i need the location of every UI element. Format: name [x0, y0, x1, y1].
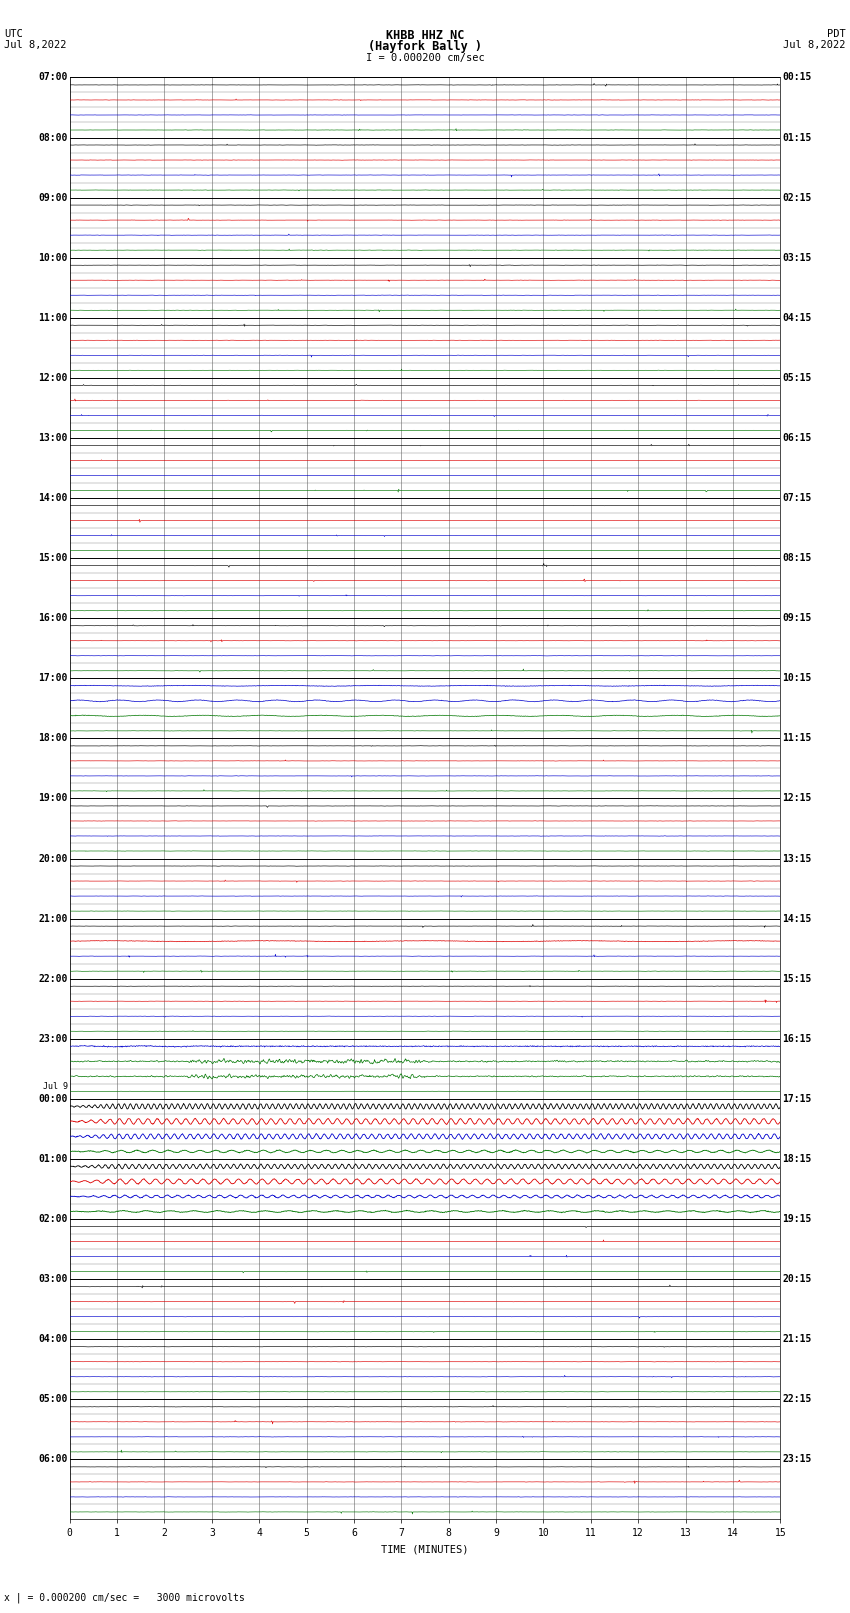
Text: 01:00: 01:00 [38, 1153, 67, 1165]
Text: 15:00: 15:00 [38, 553, 67, 563]
Text: 05:15: 05:15 [783, 373, 812, 382]
Text: 11:00: 11:00 [38, 313, 67, 323]
Text: 23:15: 23:15 [783, 1455, 812, 1465]
Text: 16:15: 16:15 [783, 1034, 812, 1044]
Text: 13:15: 13:15 [783, 853, 812, 863]
Text: 00:15: 00:15 [783, 73, 812, 82]
Text: 16:00: 16:00 [38, 613, 67, 623]
Text: PDT: PDT [827, 29, 846, 39]
Text: 22:00: 22:00 [38, 974, 67, 984]
Text: 14:15: 14:15 [783, 913, 812, 924]
Text: 03:15: 03:15 [783, 253, 812, 263]
Text: 12:15: 12:15 [783, 794, 812, 803]
Text: 05:00: 05:00 [38, 1394, 67, 1405]
Text: 19:00: 19:00 [38, 794, 67, 803]
Text: 20:15: 20:15 [783, 1274, 812, 1284]
Text: 10:00: 10:00 [38, 253, 67, 263]
Text: 21:15: 21:15 [783, 1334, 812, 1344]
Text: 22:15: 22:15 [783, 1394, 812, 1405]
Text: 18:00: 18:00 [38, 734, 67, 744]
Text: 08:00: 08:00 [38, 132, 67, 142]
Text: 17:15: 17:15 [783, 1094, 812, 1103]
X-axis label: TIME (MINUTES): TIME (MINUTES) [382, 1544, 468, 1553]
Text: 11:15: 11:15 [783, 734, 812, 744]
Text: 23:00: 23:00 [38, 1034, 67, 1044]
Text: I = 0.000200 cm/sec: I = 0.000200 cm/sec [366, 53, 484, 63]
Text: 15:15: 15:15 [783, 974, 812, 984]
Text: 08:15: 08:15 [783, 553, 812, 563]
Text: 17:00: 17:00 [38, 673, 67, 684]
Text: 09:00: 09:00 [38, 192, 67, 203]
Text: 12:00: 12:00 [38, 373, 67, 382]
Text: 14:00: 14:00 [38, 494, 67, 503]
Text: UTC: UTC [4, 29, 23, 39]
Text: KHBB HHZ NC: KHBB HHZ NC [386, 29, 464, 42]
Text: 13:00: 13:00 [38, 432, 67, 444]
Text: 04:00: 04:00 [38, 1334, 67, 1344]
Text: 01:15: 01:15 [783, 132, 812, 142]
Text: 10:15: 10:15 [783, 673, 812, 684]
Text: 07:15: 07:15 [783, 494, 812, 503]
Text: 04:15: 04:15 [783, 313, 812, 323]
Text: 03:00: 03:00 [38, 1274, 67, 1284]
Text: 20:00: 20:00 [38, 853, 67, 863]
Text: 00:00: 00:00 [38, 1094, 67, 1103]
Text: 06:15: 06:15 [783, 432, 812, 444]
Text: 21:00: 21:00 [38, 913, 67, 924]
Text: 02:15: 02:15 [783, 192, 812, 203]
Text: Jul 9: Jul 9 [42, 1082, 67, 1092]
Text: Jul 8,2022: Jul 8,2022 [4, 40, 67, 50]
Text: 09:15: 09:15 [783, 613, 812, 623]
Text: 19:15: 19:15 [783, 1215, 812, 1224]
Text: 18:15: 18:15 [783, 1153, 812, 1165]
Text: (Hayfork Bally ): (Hayfork Bally ) [368, 40, 482, 53]
Text: 02:00: 02:00 [38, 1215, 67, 1224]
Text: 06:00: 06:00 [38, 1455, 67, 1465]
Text: 07:00: 07:00 [38, 73, 67, 82]
Text: Jul 8,2022: Jul 8,2022 [783, 40, 846, 50]
Text: x | = 0.000200 cm/sec =   3000 microvolts: x | = 0.000200 cm/sec = 3000 microvolts [4, 1592, 245, 1603]
